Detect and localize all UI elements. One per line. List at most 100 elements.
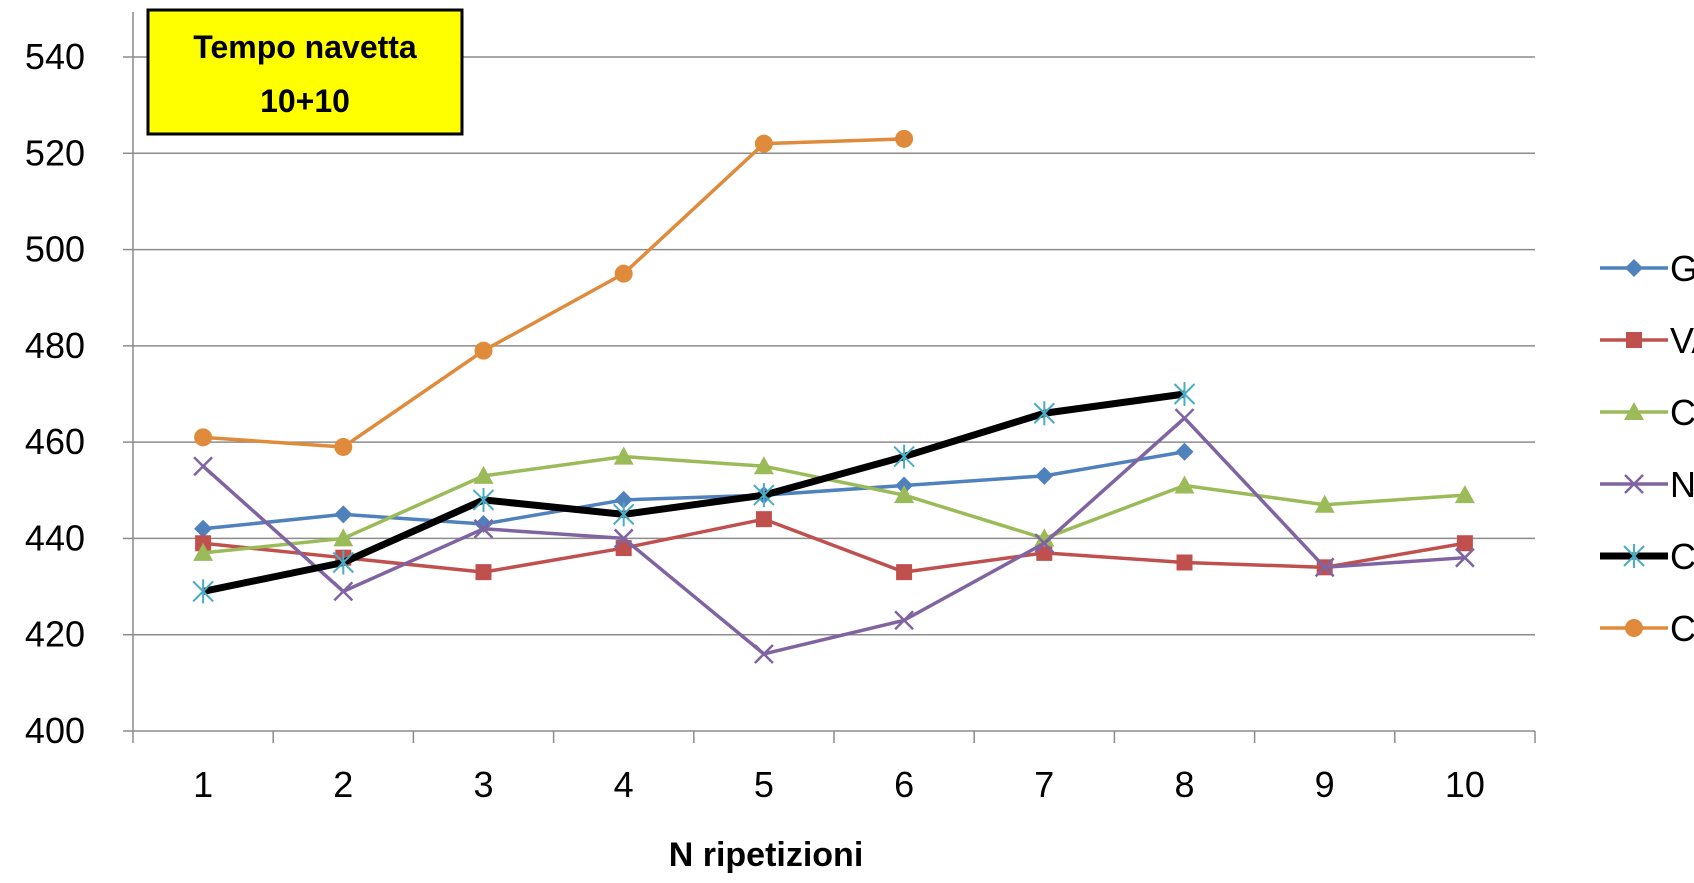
marker-stroke (473, 518, 494, 539)
data-point-gl (334, 505, 353, 524)
data-point-cc (612, 502, 635, 527)
data-point-gl (1035, 466, 1054, 485)
marker-stroke (1624, 474, 1644, 494)
data-point-nt (1455, 547, 1475, 568)
data-point-cs (333, 528, 354, 547)
y-tick-label: 400 (25, 710, 85, 751)
annotation-background (146, 8, 464, 136)
x-tick-label: 4 (614, 764, 634, 805)
legend-label-va: VA (1670, 320, 1694, 361)
series-gl (194, 442, 1194, 538)
legend-item-cc: CC (1600, 536, 1694, 577)
marker-stroke (894, 610, 914, 631)
data-point-nt (1034, 533, 1055, 554)
data-point-cs (1174, 475, 1195, 494)
data-point-cc (753, 483, 775, 508)
x-tick-label: 9 (1315, 764, 1335, 805)
data-point-nt (1314, 557, 1335, 578)
data-point-cs (613, 446, 634, 465)
data-point-gl (194, 519, 213, 538)
series-cc (192, 382, 1196, 604)
data-point-cs (193, 542, 214, 561)
data-point-gl (614, 490, 633, 509)
data-point-cs (1314, 494, 1335, 513)
data-point-cs (473, 465, 494, 484)
y-tick-label: 520 (25, 132, 85, 173)
series-line-va (202, 517, 1466, 574)
legend-item-cf: CF (1600, 608, 1694, 649)
legend-item-va: VA (1600, 320, 1694, 361)
legend-marker-gl (1625, 259, 1643, 277)
marker-stroke (193, 456, 213, 477)
annotation-line-2: 10+10 (260, 83, 350, 119)
data-point-nt (193, 456, 213, 477)
series-line-gl (202, 450, 1185, 531)
data-point-cs (1034, 528, 1055, 547)
legend-label-gl: GL (1670, 248, 1694, 289)
legend-item-nt: NT (1600, 464, 1694, 505)
x-axis-title: N ripetizioni (669, 836, 864, 874)
data-point-cf (895, 129, 914, 148)
legend-label-nt: NT (1670, 464, 1694, 505)
data-point-nt (1174, 408, 1195, 428)
legend-item-cs: CS (1600, 392, 1694, 433)
marker-stroke (333, 581, 354, 602)
legend-label-cc: CC (1670, 536, 1694, 577)
legend-marker-cs (1624, 402, 1644, 420)
x-tick-label: 7 (1034, 764, 1054, 805)
data-point-cf (194, 428, 213, 447)
x-tick-label: 5 (754, 764, 774, 805)
data-point-nt (754, 644, 774, 664)
data-point-cc (1033, 401, 1056, 426)
data-point-cc (192, 579, 214, 604)
x-axis-ticks: 1 2 3 4 5 6 7 8 9 10 (132, 731, 1536, 805)
series-layer (192, 129, 1475, 664)
chart-annotation-box: Tempo navetta 10+10 (146, 8, 464, 136)
y-tick-label: 500 (25, 229, 85, 270)
marker-stroke (1034, 533, 1055, 554)
x-tick-label: 8 (1174, 764, 1194, 805)
data-point-cf (614, 264, 633, 283)
data-point-nt (613, 528, 634, 549)
y-tick-label: 440 (25, 517, 85, 558)
series-line-cc (202, 390, 1185, 595)
data-point-cs (1454, 485, 1475, 504)
data-point-va (896, 564, 913, 581)
marker-stroke (1314, 557, 1335, 578)
data-point-cc (332, 550, 355, 575)
marker-stroke (754, 644, 774, 664)
marker-stroke (1174, 408, 1195, 428)
x-tick-label: 2 (333, 764, 353, 805)
data-point-cf (474, 341, 493, 360)
y-tick-label: 480 (25, 325, 85, 366)
data-point-gl (1175, 442, 1194, 461)
marker-stroke (1455, 547, 1475, 568)
legend-item-gl: GL (1600, 248, 1694, 289)
legend-marker-va (1626, 332, 1642, 348)
legend: GL VA CS NT CC CF (1600, 248, 1694, 649)
series-cf (194, 129, 914, 456)
x-tick-label: 6 (894, 764, 914, 805)
legend-marker-cc (1623, 544, 1645, 568)
data-point-cf (754, 134, 773, 153)
data-point-va (1176, 554, 1193, 571)
data-point-va (475, 564, 492, 581)
data-point-cs (753, 456, 774, 475)
gridlines (133, 56, 1535, 636)
data-point-va (755, 511, 772, 528)
y-axis-ticks: 400 420 440 460 480 500 520 540 (25, 36, 133, 751)
data-point-cf (334, 437, 353, 456)
data-point-cc (1173, 382, 1196, 406)
marker-stroke (613, 528, 634, 549)
x-tick-label: 1 (193, 764, 213, 805)
y-tick-label: 540 (25, 36, 85, 77)
data-point-nt (333, 581, 354, 602)
series-line-cf (202, 137, 905, 449)
data-point-cs (894, 485, 915, 504)
data-point-nt (894, 610, 914, 631)
legend-marker-nt (1624, 474, 1644, 494)
data-point-nt (473, 518, 494, 539)
series-line-nt (201, 416, 1466, 656)
series-nt (193, 408, 1475, 664)
